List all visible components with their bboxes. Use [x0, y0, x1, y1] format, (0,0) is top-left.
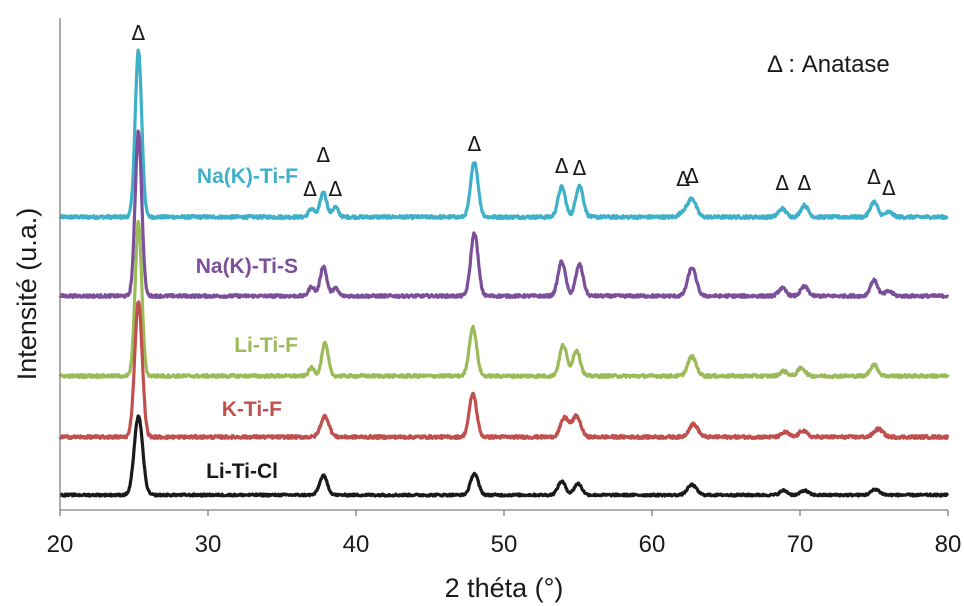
series-label-li-ti-cl: Li-Ti-Cl — [206, 460, 278, 483]
x-tick-label-50: 50 — [491, 531, 518, 558]
x-axis-title: 2 théta (°) — [445, 573, 564, 603]
anatase-marker-9: Δ — [775, 171, 789, 195]
series-label-k-ti-f: K-Ti-F — [222, 398, 282, 421]
series-line-li-ti-f — [58, 219, 950, 380]
series-label-na-k-ti-f: Na(K)-Ti-F — [197, 165, 298, 188]
x-tick-label-40: 40 — [343, 531, 370, 558]
y-axis-title: Intensité (u.a.) — [12, 208, 42, 381]
anatase-marker-0: Δ — [132, 21, 146, 45]
x-tick-label-20: 20 — [47, 531, 74, 558]
x-ticks: 20 30 40 50 60 70 80 — [47, 510, 962, 558]
anatase-marker-5: Δ — [555, 154, 569, 178]
axes: 20 30 40 50 60 70 80 — [47, 18, 962, 558]
series-line-k-ti-f — [58, 300, 950, 440]
anatase-marker-6: Δ — [573, 156, 587, 180]
anatase-marker-4: Δ — [468, 132, 482, 156]
phase-annotation: Δ : Anatase — [767, 51, 890, 78]
series-group — [58, 48, 950, 498]
anatase-marker-3: Δ — [328, 177, 342, 201]
anatase-marker-12: Δ — [882, 176, 896, 200]
series-labels: Na(K)-Ti-F Na(K)-Ti-S Li-Ti-F K-Ti-F Li-Ti-C… — [196, 165, 298, 483]
series-line-li-ti-cl — [59, 414, 950, 498]
x-tick-label-30: 30 — [195, 531, 222, 558]
anatase-marker-2: Δ — [317, 143, 331, 167]
anatase-marker-7: Δ — [676, 167, 690, 191]
anatase-marker-11: Δ — [867, 165, 881, 189]
anatase-marker-1: Δ — [303, 177, 317, 201]
x-tick-label-80: 80 — [935, 531, 962, 558]
x-tick-label-60: 60 — [639, 531, 666, 558]
series-line-na-k-ti-f — [58, 48, 949, 221]
x-tick-label-70: 70 — [787, 531, 814, 558]
series-label-li-ti-f: Li-Ti-F — [234, 334, 298, 357]
series-label-na-k-ti-s: Na(K)-Ti-S — [196, 255, 298, 278]
anatase-marker-8: Δ — [685, 164, 699, 188]
anatase-marker-10: Δ — [798, 171, 812, 195]
series-line-na-k-ti-s — [58, 129, 950, 299]
